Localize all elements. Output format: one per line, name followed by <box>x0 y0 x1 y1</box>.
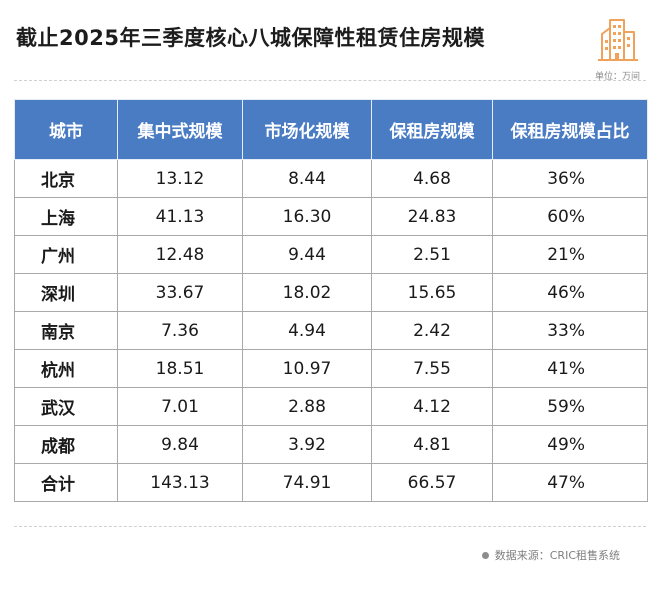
divider <box>14 80 646 81</box>
city-cell: 广州 <box>14 235 118 274</box>
ratio-cell: 36% <box>492 159 648 198</box>
ratio-cell: 41% <box>492 349 648 388</box>
table-cell: 8.44 <box>242 159 372 198</box>
building-icon <box>598 19 638 61</box>
table-cell: 3.92 <box>242 425 372 464</box>
header-rental-ratio: 保租房规模占比 <box>492 99 648 160</box>
table-cell: 18.02 <box>242 273 372 312</box>
header-city: 城市 <box>14 99 118 160</box>
table-cell: 7.55 <box>371 349 493 388</box>
table-cell: 4.68 <box>371 159 493 198</box>
ratio-cell: 60% <box>492 197 648 236</box>
table-cell: 33.67 <box>117 273 243 312</box>
table-cell: 2.88 <box>242 387 372 426</box>
table-cell: 2.51 <box>371 235 493 274</box>
bullet-icon <box>481 551 489 559</box>
ratio-cell: 21% <box>492 235 648 274</box>
table-cell: 12.48 <box>117 235 243 274</box>
header-rental-scale: 保租房规模 <box>371 99 493 160</box>
table-cell: 41.13 <box>117 197 243 236</box>
source-label: 数据来源：CRIC租售系统 <box>494 549 620 562</box>
table-cell: 13.12 <box>117 159 243 198</box>
table-cell: 143.13 <box>117 463 243 502</box>
source-note: 数据来源：CRIC租售系统 <box>481 547 620 563</box>
table-cell: 4.94 <box>242 311 372 350</box>
table-cell: 24.83 <box>371 197 493 236</box>
table-row: 武汉 7.01 2.88 4.12 59% <box>14 387 648 426</box>
city-cell: 南京 <box>14 311 118 350</box>
table-cell: 7.01 <box>117 387 243 426</box>
table-cell: 2.42 <box>371 311 493 350</box>
city-cell: 上海 <box>14 197 118 236</box>
city-cell: 杭州 <box>14 349 118 388</box>
table-cell: 15.65 <box>371 273 493 312</box>
table-cell: 66.57 <box>371 463 493 502</box>
table-cell: 18.51 <box>117 349 243 388</box>
table-row: 上海 41.13 16.30 24.83 60% <box>14 197 648 236</box>
table-cell: 9.84 <box>117 425 243 464</box>
table-row: 南京 7.36 4.94 2.42 33% <box>14 311 648 350</box>
table-row: 北京 13.12 8.44 4.68 36% <box>14 159 648 198</box>
city-cell: 合计 <box>14 463 118 502</box>
ratio-cell: 33% <box>492 311 648 350</box>
table-row: 杭州 18.51 10.97 7.55 41% <box>14 349 648 388</box>
table-row-total: 合计 143.13 74.91 66.57 47% <box>14 463 648 502</box>
ratio-cell: 59% <box>492 387 648 426</box>
table-cell: 4.81 <box>371 425 493 464</box>
table-cell: 4.12 <box>371 387 493 426</box>
city-cell: 北京 <box>14 159 118 198</box>
header-market-scale: 市场化规模 <box>242 99 372 160</box>
page-title: 截止2025年三季度核心八城保障性租赁住房规模 <box>16 26 485 50</box>
table-cell: 16.30 <box>242 197 372 236</box>
table-row: 深圳 33.67 18.02 15.65 46% <box>14 273 648 312</box>
table-header-row: 城市 集中式规模 市场化规模 保租房规模 保租房规模占比 <box>14 99 648 160</box>
unit-label: 单位：万间 <box>594 72 640 82</box>
table-row: 广州 12.48 9.44 2.51 21% <box>14 235 648 274</box>
ratio-cell: 46% <box>492 273 648 312</box>
table-cell: 7.36 <box>117 311 243 350</box>
table-cell: 9.44 <box>242 235 372 274</box>
table-row: 成都 9.84 3.92 4.81 49% <box>14 425 648 464</box>
city-cell: 成都 <box>14 425 118 464</box>
table-cell: 10.97 <box>242 349 372 388</box>
rental-housing-table: 城市 集中式规模 市场化规模 保租房规模 保租房规模占比 北京 13.12 8.… <box>14 99 648 502</box>
city-cell: 深圳 <box>14 273 118 312</box>
divider <box>14 526 646 527</box>
ratio-cell: 47% <box>492 463 648 502</box>
table-cell: 74.91 <box>242 463 372 502</box>
city-cell: 武汉 <box>14 387 118 426</box>
header-centralized-scale: 集中式规模 <box>117 99 243 160</box>
ratio-cell: 49% <box>492 425 648 464</box>
